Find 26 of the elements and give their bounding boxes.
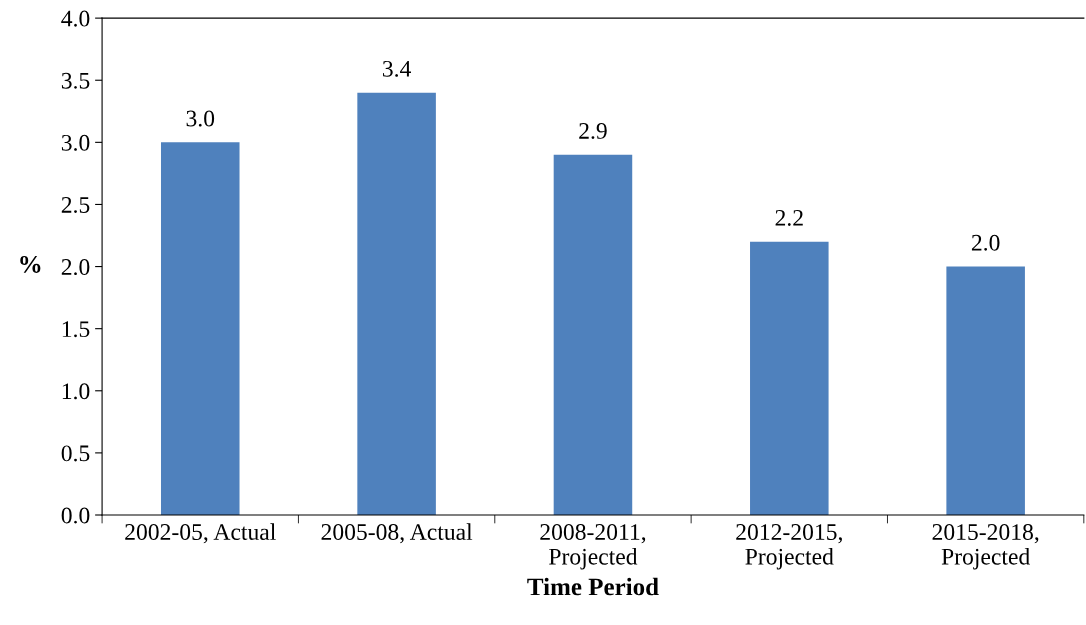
data-label: 2.9 (579, 122, 607, 139)
y-axis-title: % (20, 255, 41, 273)
data-label: 2.2 (775, 209, 803, 226)
x-tick-label: 2012-2015, Projected (736, 524, 842, 570)
y-tick-label: 3.5 (61, 72, 90, 89)
x-tick-label: 2005-08, Actual (321, 523, 473, 544)
data-label: 2.0 (971, 234, 1000, 251)
y-tick-label: 2.0 (61, 259, 90, 276)
y-tick-label: 3.0 (61, 134, 90, 151)
y-tick-label: 0.0 (61, 507, 90, 524)
bar (553, 154, 633, 515)
x-tick-label: 2015-2018, Projected (932, 524, 1039, 570)
y-tick-label: 1.0 (62, 383, 90, 400)
y-tick-label: 0.5 (61, 445, 90, 462)
data-label: 3.0 (186, 110, 215, 127)
bar (160, 142, 240, 515)
y-tick-label: 1.5 (62, 321, 90, 338)
bar (946, 266, 1025, 515)
x-tick-label: 2008-2011, Projected (540, 524, 646, 570)
y-tick-label: 4.0 (61, 10, 90, 27)
data-label: 3.4 (382, 60, 411, 77)
bar (750, 241, 829, 515)
x-tick-label: 2002-05, Actual (125, 523, 276, 544)
x-axis-title: Time Period (527, 577, 659, 596)
y-tick-label: 2.5 (61, 197, 90, 213)
bar (357, 92, 436, 515)
